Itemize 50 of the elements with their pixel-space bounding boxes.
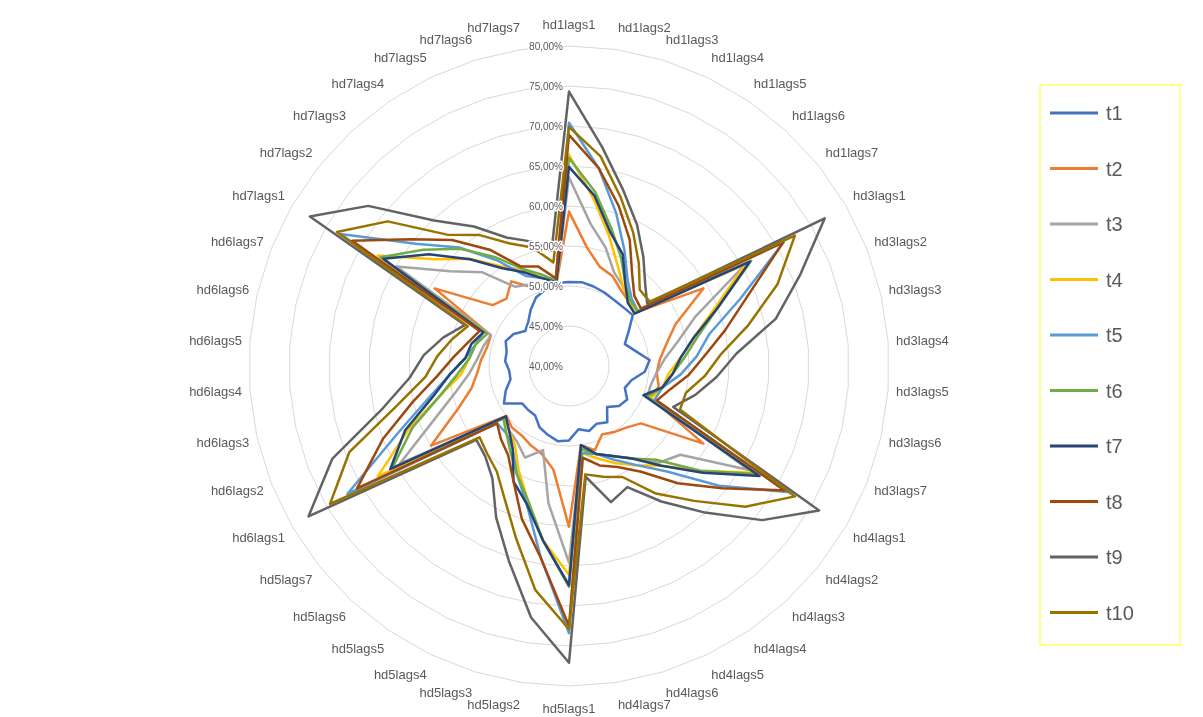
spoke-label: hd3lags1 xyxy=(853,187,906,203)
spoke-label: hd4lags4 xyxy=(753,641,807,657)
spoke-label: hd3lags5 xyxy=(896,384,949,400)
spoke-label: hd7lags4 xyxy=(331,75,385,91)
spoke-label: hd3lags7 xyxy=(874,483,928,499)
spoke-label: hd5lags5 xyxy=(331,641,385,657)
y-tick-label: 40,00% xyxy=(529,360,564,372)
legend-label: t7 xyxy=(1106,435,1123,457)
legend-label: t4 xyxy=(1106,268,1123,291)
spoke-label: hd5lags4 xyxy=(373,666,427,682)
spoke-label: hd6lags7 xyxy=(210,233,264,249)
legend-label: t8 xyxy=(1106,490,1123,513)
spoke-label: hd1lags1 xyxy=(542,16,596,32)
spoke-label: hd3lags4 xyxy=(896,332,949,348)
y-tick-label: 45,00% xyxy=(529,320,564,332)
spoke-label: hd1lags5 xyxy=(753,75,807,91)
spoke-label: hd6lags2 xyxy=(210,483,264,499)
spoke-label: hd5lags1 xyxy=(542,700,596,716)
y-tick-label: 55,00% xyxy=(529,240,564,252)
spoke-label: hd3lags3 xyxy=(888,282,942,298)
spoke-label: hd6lags4 xyxy=(189,384,242,400)
spoke-label: hd3lags6 xyxy=(888,434,942,450)
y-tick-label: 75,00% xyxy=(529,80,564,92)
spoke-label: hd6lags3 xyxy=(196,434,250,450)
legend-label: t3 xyxy=(1106,213,1123,235)
y-tick-label: 70,00% xyxy=(529,120,564,132)
legend-label: t1 xyxy=(1106,102,1123,124)
legend-label: t2 xyxy=(1106,157,1123,180)
legend-label: t6 xyxy=(1106,379,1123,402)
spoke-label: hd4lags3 xyxy=(792,609,845,625)
legend-label: t5 xyxy=(1106,324,1123,346)
legend-label: t9 xyxy=(1106,546,1123,568)
spoke-label: hd6lags1 xyxy=(232,529,285,545)
spoke-label: hd6lags6 xyxy=(196,282,250,298)
spoke-label: hd3lags2 xyxy=(874,233,928,249)
spoke-label: hd7lags3 xyxy=(293,107,346,123)
spoke-label: hd4lags1 xyxy=(853,529,906,545)
spoke-label: hd7lags1 xyxy=(232,187,285,203)
spoke-label: hd6lags5 xyxy=(189,332,242,348)
spoke-label: hd5lags6 xyxy=(293,609,346,625)
legend-label: t10 xyxy=(1106,601,1134,624)
spoke-label: hd7lags5 xyxy=(373,50,427,66)
spoke-label: hd4lags2 xyxy=(825,571,879,587)
spoke-label: hd7lags2 xyxy=(259,145,313,161)
y-tick-label: 80,00% xyxy=(529,40,564,52)
spoke-label: hd1lags7 xyxy=(825,145,879,161)
spoke-label: hd4lags5 xyxy=(711,666,765,682)
spoke-label: hd5lags7 xyxy=(259,571,313,587)
spoke-label: hd1lags6 xyxy=(792,107,845,123)
spoke-label: hd1lags4 xyxy=(711,50,765,66)
